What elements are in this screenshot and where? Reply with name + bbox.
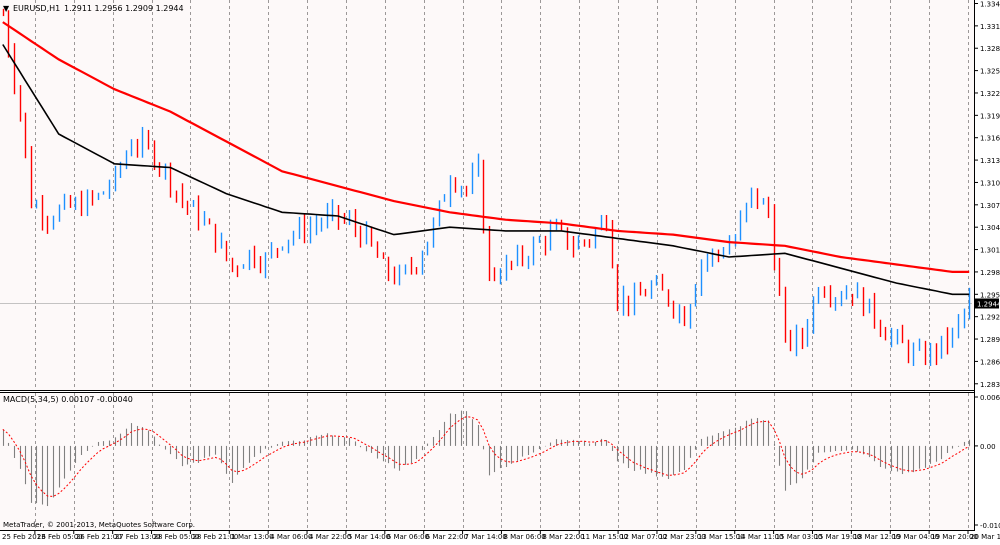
price-tick-label: 1.2955 bbox=[980, 291, 1000, 299]
price-tick-label: 1.3255 bbox=[980, 68, 1000, 76]
time-tick-label: 15 Mar 19:00 bbox=[814, 533, 861, 541]
symbol-header: ▼ EURUSD,H1 1.2911 1.2956 1.2909 1.2944 bbox=[3, 4, 184, 13]
time-tick-label: 7 Mar 14:00 bbox=[465, 533, 507, 541]
macd-tick-label: -0.01043 bbox=[980, 522, 1000, 530]
price-tick-label: 1.3225 bbox=[980, 90, 1000, 98]
macd-series bbox=[2, 410, 971, 507]
dropdown-triangle-icon[interactable]: ▼ bbox=[3, 4, 10, 13]
time-tick-label: 12 Mar 23:00 bbox=[659, 533, 706, 541]
price-tick-label: 1.3105 bbox=[980, 179, 1000, 187]
time-tick-label: 12 Mar 07:00 bbox=[620, 533, 667, 541]
time-tick-label: 13 Mar 15:00 bbox=[698, 533, 745, 541]
time-tick-label: 26 Feb 21:00 bbox=[76, 533, 122, 541]
time-tick-label: 25 Feb 2013 bbox=[2, 533, 46, 541]
time-tick-label: 6 Mar 22:00 bbox=[426, 533, 468, 541]
current-price-marker: 1.2944 bbox=[975, 298, 1000, 309]
time-tick-label: 28 Feb 21:00 bbox=[192, 533, 238, 541]
current-price-box bbox=[975, 298, 999, 309]
price-tick-label: 1.3075 bbox=[980, 202, 1000, 210]
macd-header: MACD(5,34,5) 0.00107 -0.00040 bbox=[3, 395, 133, 404]
moving-average-fast bbox=[2, 44, 970, 296]
price-axis[interactable]: 1.3345 1.3315 1.3285 1.3255 1.3225 1.3195 1.31… bbox=[974, 0, 1000, 389]
time-tick-label: 27 Feb 13:00 bbox=[115, 533, 161, 541]
price-tick-label: 1.3135 bbox=[980, 157, 1000, 165]
price-tick-label: 1.3195 bbox=[980, 112, 1000, 120]
time-tick-label: 26 Feb 05:00 bbox=[37, 533, 83, 541]
time-tick-label: 15 Mar 03:00 bbox=[776, 533, 823, 541]
time-tick-label: 8 Mar 06:00 bbox=[503, 533, 545, 541]
time-tick-label: 20 Mar 12:00 bbox=[970, 533, 1000, 541]
price-tick-label: 1.3285 bbox=[980, 45, 1000, 53]
time-tick-label: 19 Mar 20:00 bbox=[931, 533, 978, 541]
time-tick-label: 11 Mar 15:00 bbox=[581, 533, 628, 541]
time-tick-label: 4 Mar 22:00 bbox=[309, 533, 351, 541]
time-tick-label: 4 Mar 06:00 bbox=[270, 533, 312, 541]
macd-tick-label: 0.00 bbox=[980, 443, 996, 451]
macd-tick-label: 0.00664 bbox=[980, 394, 1000, 402]
moving-averages bbox=[2, 21, 970, 296]
price-series bbox=[2, 8, 971, 367]
symbol-label: EURUSD,H1 bbox=[13, 4, 60, 13]
price-tick-label: 1.2895 bbox=[980, 336, 1000, 344]
macd-panel[interactable] bbox=[0, 392, 974, 530]
price-tick-label: 1.2865 bbox=[980, 358, 1000, 366]
ohlc-values: 1.2911 1.2956 1.2909 1.2944 bbox=[64, 4, 184, 13]
time-tick-label: 18 Mar 12:00 bbox=[853, 533, 900, 541]
price-tick-label: 1.3015 bbox=[980, 247, 1000, 255]
time-tick-label: 14 Mar 11:00 bbox=[737, 533, 784, 541]
watermark: MetaTrader, © 2001-2013, MetaQuotes Soft… bbox=[3, 521, 195, 529]
grid-layer bbox=[0, 0, 972, 530]
time-tick-label: 8 Mar 22:00 bbox=[542, 533, 584, 541]
current-price-label: 1.2944 bbox=[977, 301, 1000, 309]
price-tick-label: 1.3315 bbox=[980, 23, 1000, 31]
moving-average-slow bbox=[2, 21, 970, 273]
price-tick-label: 1.2985 bbox=[980, 269, 1000, 277]
time-tick-label: 5 Mar 14:00 bbox=[348, 533, 390, 541]
time-tick-label: 6 Mar 06:00 bbox=[387, 533, 429, 541]
price-tick-label: 1.2835 bbox=[980, 381, 1000, 389]
macd-signal-line bbox=[2, 416, 970, 498]
price-tick-label: 1.3165 bbox=[980, 135, 1000, 143]
price-tick-label: 1.2925 bbox=[980, 314, 1000, 322]
time-tick-label: 1 Mar 13:00 bbox=[231, 533, 273, 541]
time-tick-label: 28 Feb 05:00 bbox=[154, 533, 200, 541]
price-tick-label: 1.3045 bbox=[980, 224, 1000, 232]
macd-axis: 0.00664 0.00 -0.01043 bbox=[974, 394, 1000, 530]
price-panel[interactable] bbox=[0, 0, 974, 390]
price-tick-label: 1.3345 bbox=[980, 0, 1000, 8]
time-tick-label: 19 Mar 04:00 bbox=[892, 533, 939, 541]
